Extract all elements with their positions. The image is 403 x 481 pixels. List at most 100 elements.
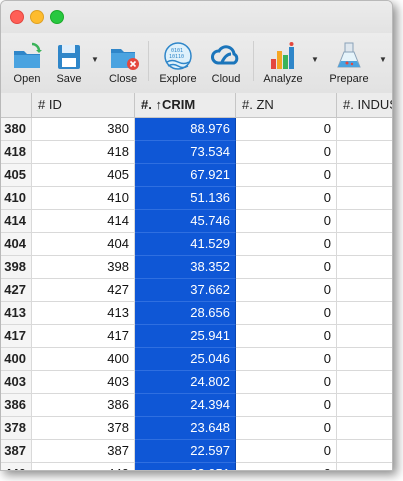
zn-cell[interactable]: 0 [236, 394, 337, 417]
id-cell[interactable]: 440 [32, 463, 135, 470]
indus-cell[interactable] [337, 256, 392, 279]
column-header-id[interactable]: # ID [32, 93, 135, 117]
cloud-button[interactable]: Cloud [200, 37, 252, 91]
zn-cell[interactable]: 0 [236, 279, 337, 302]
zn-cell[interactable]: 0 [236, 417, 337, 440]
table-row[interactable]: 410 410 51.136 0 [1, 187, 392, 210]
indus-cell[interactable] [337, 187, 392, 210]
save-dropdown-icon[interactable]: ▼ [91, 55, 99, 64]
table-row[interactable]: 414 414 45.746 0 [1, 210, 392, 233]
zn-cell[interactable]: 0 [236, 210, 337, 233]
table-row[interactable]: 417 417 25.941 0 [1, 325, 392, 348]
crim-cell[interactable]: 67.921 [135, 164, 236, 187]
open-button[interactable]: Open [1, 37, 53, 91]
zoom-window-button[interactable] [50, 10, 64, 24]
row-number-cell[interactable]: 418 [1, 141, 32, 164]
zn-cell[interactable]: 0 [236, 463, 337, 470]
zn-cell[interactable]: 0 [236, 118, 337, 141]
zn-cell[interactable]: 0 [236, 233, 337, 256]
prepare-button[interactable]: Prepare [323, 37, 375, 91]
indus-cell[interactable] [337, 210, 392, 233]
id-cell[interactable]: 398 [32, 256, 135, 279]
row-number-cell[interactable]: 378 [1, 417, 32, 440]
column-header-crim[interactable]: #. ↑CRIM [135, 93, 236, 117]
table-row[interactable]: 427 427 37.662 0 [1, 279, 392, 302]
zn-cell[interactable]: 0 [236, 348, 337, 371]
row-number-cell[interactable]: 400 [1, 348, 32, 371]
prepare-dropdown-icon[interactable]: ▼ [379, 55, 387, 64]
table-row[interactable]: 404 404 41.529 0 [1, 233, 392, 256]
id-cell[interactable]: 378 [32, 417, 135, 440]
table-row[interactable]: 44044022.0510 [1, 463, 392, 470]
row-number-cell[interactable]: 414 [1, 210, 32, 233]
row-number-cell[interactable]: 403 [1, 371, 32, 394]
crim-cell[interactable]: 73.534 [135, 141, 236, 164]
table-row[interactable]: 403 403 24.802 0 [1, 371, 392, 394]
crim-cell[interactable]: 25.941 [135, 325, 236, 348]
analyze-button[interactable]: Analyze [257, 37, 309, 91]
indus-cell[interactable] [337, 279, 392, 302]
crim-cell[interactable]: 38.352 [135, 256, 236, 279]
column-header-indus[interactable]: #. INDUS [337, 93, 392, 117]
row-number-cell[interactable]: 417 [1, 325, 32, 348]
crim-cell[interactable]: 28.656 [135, 302, 236, 325]
close-window-button[interactable] [10, 10, 24, 24]
indus-cell[interactable] [337, 325, 392, 348]
id-cell[interactable]: 404 [32, 233, 135, 256]
explore-button[interactable]: 0101 10110 Explore [152, 37, 204, 91]
crim-cell[interactable]: 25.046 [135, 348, 236, 371]
row-number-cell[interactable]: 404 [1, 233, 32, 256]
column-header-rownum[interactable] [1, 93, 32, 117]
zn-cell[interactable]: 0 [236, 371, 337, 394]
crim-cell[interactable]: 41.529 [135, 233, 236, 256]
crim-cell[interactable]: 45.746 [135, 210, 236, 233]
table-row[interactable]: 413 413 28.656 0 [1, 302, 392, 325]
zn-cell[interactable]: 0 [236, 325, 337, 348]
id-cell[interactable]: 410 [32, 187, 135, 210]
crim-cell[interactable]: 51.136 [135, 187, 236, 210]
row-number-cell[interactable]: 427 [1, 279, 32, 302]
indus-cell[interactable] [337, 118, 392, 141]
indus-cell[interactable] [337, 233, 392, 256]
indus-cell[interactable] [337, 371, 392, 394]
table-row[interactable]: 418 418 73.534 0 [1, 141, 392, 164]
id-cell[interactable]: 380 [32, 118, 135, 141]
row-number-cell[interactable]: 410 [1, 187, 32, 210]
table-row[interactable]: 398 398 38.352 0 [1, 256, 392, 279]
row-number-cell[interactable]: 413 [1, 302, 32, 325]
id-cell[interactable]: 403 [32, 371, 135, 394]
crim-cell[interactable]: 22.051 [135, 463, 236, 470]
id-cell[interactable]: 418 [32, 141, 135, 164]
id-cell[interactable]: 427 [32, 279, 135, 302]
id-cell[interactable]: 387 [32, 440, 135, 463]
id-cell[interactable]: 417 [32, 325, 135, 348]
table-row[interactable]: 378 378 23.648 0 [1, 417, 392, 440]
row-number-cell[interactable]: 398 [1, 256, 32, 279]
zn-cell[interactable]: 0 [236, 302, 337, 325]
analyze-dropdown-icon[interactable]: ▼ [311, 55, 319, 64]
crim-cell[interactable]: 37.662 [135, 279, 236, 302]
table-row[interactable]: 380 380 88.976 0 [1, 118, 392, 141]
row-number-cell[interactable]: 405 [1, 164, 32, 187]
indus-cell[interactable] [337, 302, 392, 325]
column-header-zn[interactable]: #. ZN [236, 93, 337, 117]
id-cell[interactable]: 405 [32, 164, 135, 187]
crim-cell[interactable]: 23.648 [135, 417, 236, 440]
indus-cell[interactable] [337, 417, 392, 440]
id-cell[interactable]: 413 [32, 302, 135, 325]
id-cell[interactable]: 386 [32, 394, 135, 417]
crim-cell[interactable]: 88.976 [135, 118, 236, 141]
zn-cell[interactable]: 0 [236, 256, 337, 279]
table-row[interactable]: 400 400 25.046 0 [1, 348, 392, 371]
id-cell[interactable]: 414 [32, 210, 135, 233]
table-row[interactable]: 405 405 67.921 0 [1, 164, 392, 187]
row-number-cell[interactable]: 380 [1, 118, 32, 141]
table-row[interactable]: 386 386 24.394 0 [1, 394, 392, 417]
crim-cell[interactable]: 24.394 [135, 394, 236, 417]
indus-cell[interactable] [337, 463, 392, 470]
row-number-cell[interactable]: 386 [1, 394, 32, 417]
indus-cell[interactable] [337, 394, 392, 417]
indus-cell[interactable] [337, 164, 392, 187]
indus-cell[interactable] [337, 141, 392, 164]
indus-cell[interactable] [337, 440, 392, 463]
